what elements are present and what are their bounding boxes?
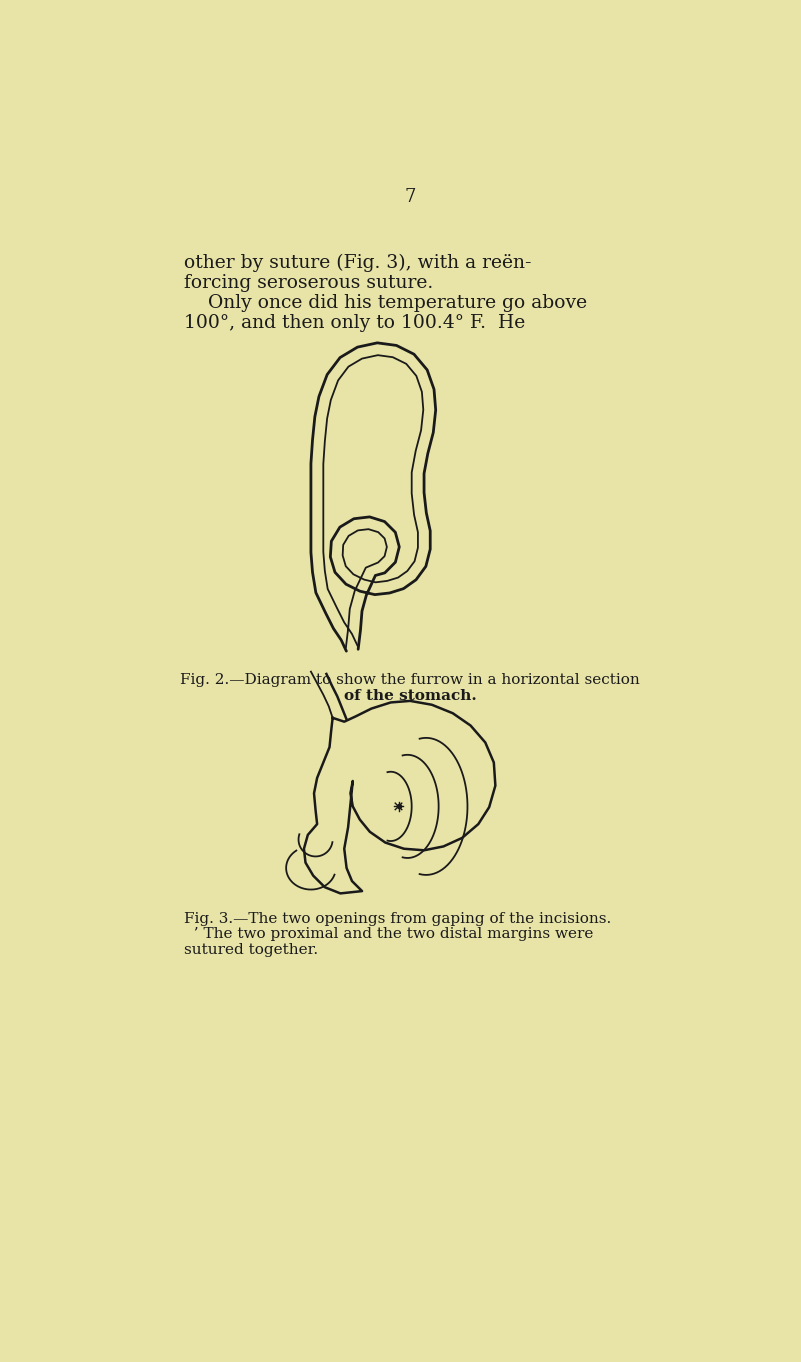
Text: forcing seroserous suture.: forcing seroserous suture. bbox=[183, 274, 433, 291]
Text: sutured together.: sutured together. bbox=[183, 943, 318, 956]
Text: Fig. 2.—Diagram to show the furrow in a horizontal section: Fig. 2.—Diagram to show the furrow in a … bbox=[180, 673, 640, 688]
Text: ’ The two proximal and the two distal margins were: ’ The two proximal and the two distal ma… bbox=[183, 928, 594, 941]
Text: 100°, and then only to 100.4° F.  He: 100°, and then only to 100.4° F. He bbox=[183, 313, 525, 331]
Text: 7: 7 bbox=[405, 188, 416, 206]
Text: Only once did his temperature go above: Only once did his temperature go above bbox=[183, 294, 587, 312]
Text: of the stomach.: of the stomach. bbox=[344, 689, 477, 703]
Text: Fig. 3.—The two openings from gaping of the incisions.: Fig. 3.—The two openings from gaping of … bbox=[183, 913, 611, 926]
Text: other by suture (Fig. 3), with a reën-: other by suture (Fig. 3), with a reën- bbox=[183, 253, 531, 272]
